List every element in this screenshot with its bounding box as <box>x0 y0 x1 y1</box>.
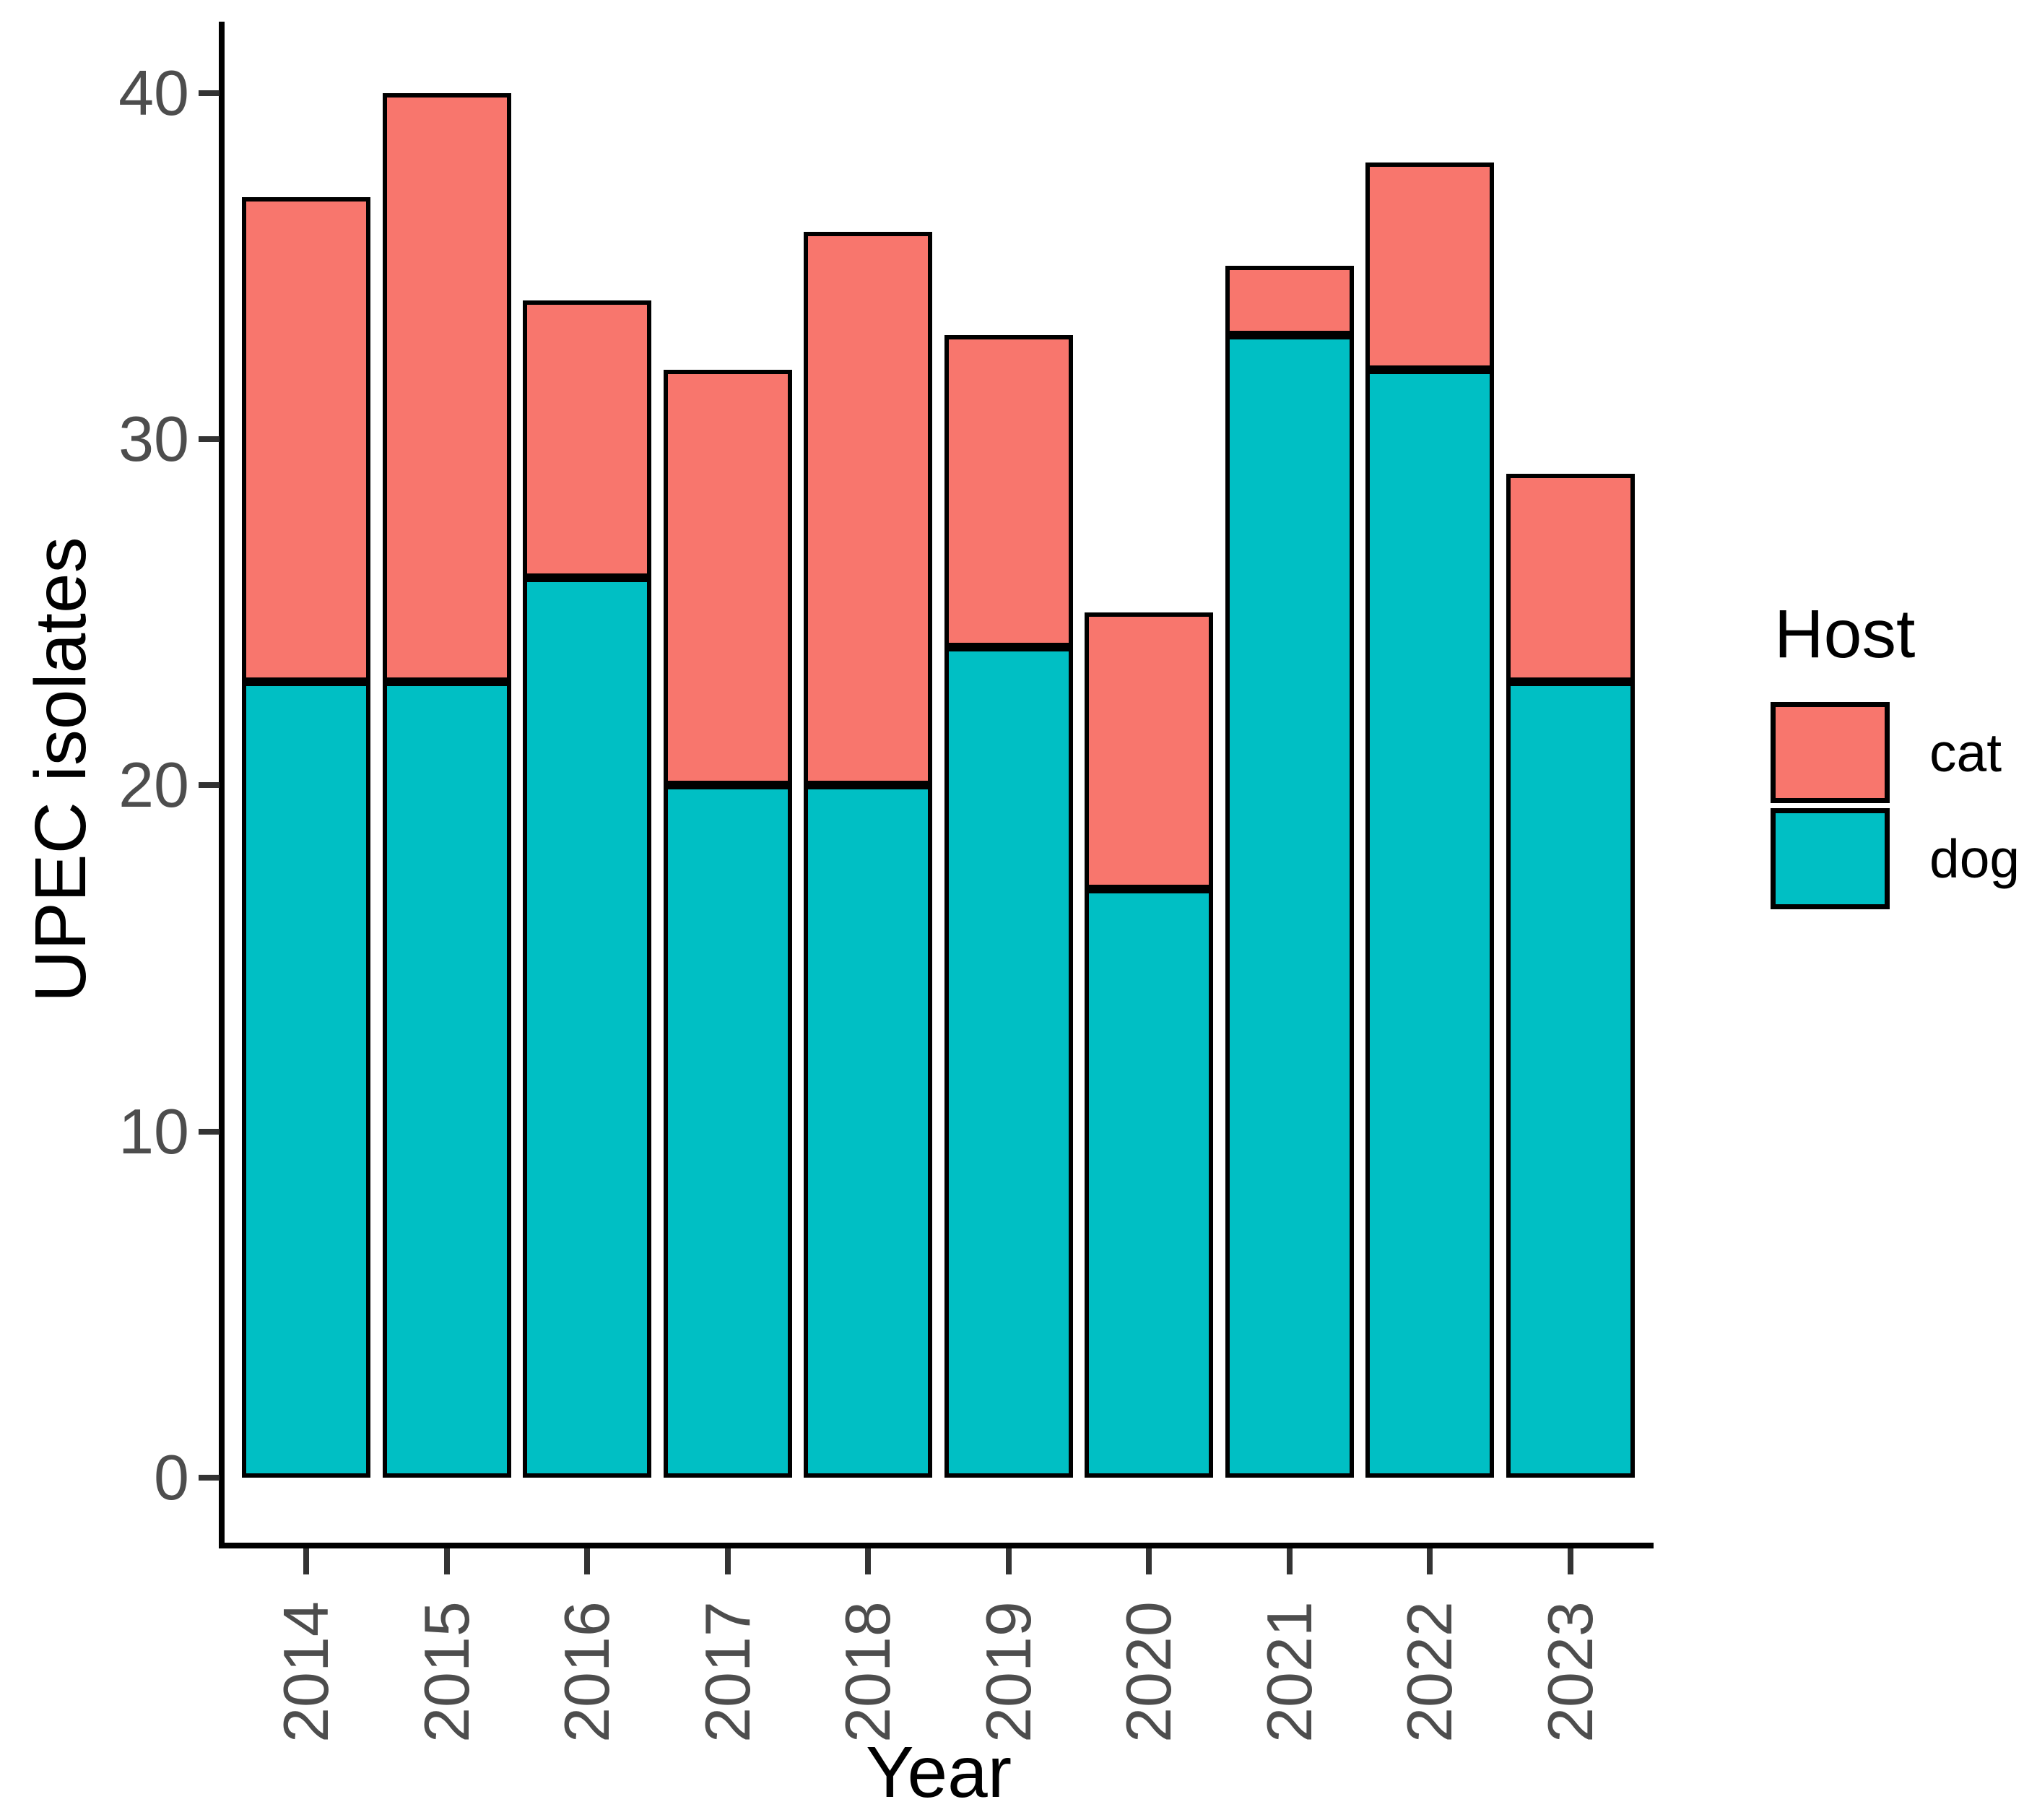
y-tick-label: 10 <box>118 1095 189 1167</box>
legend-key-dog-swatch <box>1771 808 1890 909</box>
bar-segment-dog-2014 <box>242 681 370 1478</box>
bar-segment-dog-2022 <box>1365 370 1495 1478</box>
bar-segment-dog-2015 <box>382 681 511 1478</box>
bar-segment-cat-2018 <box>804 231 933 786</box>
bar-segment-cat-2021 <box>1225 266 1354 336</box>
x-tick-mark <box>865 1548 872 1574</box>
x-axis-line <box>219 1543 1654 1548</box>
x-tick-mark <box>724 1548 731 1574</box>
legend-title: Host <box>1774 596 1916 672</box>
bar-segment-cat-2016 <box>523 300 652 578</box>
legend-key-cat-swatch <box>1771 702 1890 803</box>
x-tick-mark <box>1005 1548 1012 1574</box>
x-tick-label: 2017 <box>691 1601 763 1743</box>
x-tick-label: 2023 <box>1534 1601 1607 1743</box>
y-tick-mark <box>199 90 220 96</box>
y-tick-mark <box>199 782 220 789</box>
bar-segment-dog-2018 <box>804 785 933 1478</box>
bar-segment-dog-2016 <box>523 577 652 1478</box>
x-tick-label: 2020 <box>1113 1601 1185 1743</box>
x-tick-label: 2021 <box>1253 1601 1325 1743</box>
x-tick-mark <box>443 1548 450 1574</box>
y-tick-mark <box>199 1128 220 1135</box>
x-axis-title: Year <box>865 1732 1012 1813</box>
x-tick-label: 2022 <box>1394 1601 1466 1743</box>
bar-segment-cat-2023 <box>1506 474 1636 682</box>
bar-segment-dog-2021 <box>1225 335 1354 1478</box>
y-tick-label: 0 <box>154 1442 189 1513</box>
y-tick-label: 20 <box>118 749 189 821</box>
bar-segment-dog-2017 <box>663 785 792 1478</box>
bar-segment-cat-2017 <box>663 370 792 786</box>
x-tick-mark <box>584 1548 591 1574</box>
x-tick-label: 2014 <box>270 1601 342 1743</box>
x-tick-label: 2019 <box>972 1601 1044 1743</box>
bar-segment-cat-2019 <box>944 335 1073 647</box>
y-tick-mark <box>199 1475 220 1481</box>
legend-entry-cat: cat <box>1771 702 2002 803</box>
x-tick-label: 2016 <box>551 1601 623 1743</box>
bar-segment-dog-2023 <box>1506 681 1636 1478</box>
bar-segment-cat-2015 <box>382 92 511 682</box>
y-tick-label: 40 <box>118 56 189 129</box>
legend-label-dog: dog <box>1929 828 2020 889</box>
x-tick-mark <box>303 1548 309 1574</box>
x-tick-mark <box>1427 1548 1433 1574</box>
x-tick-mark <box>1146 1548 1152 1574</box>
bar-segment-dog-2020 <box>1085 889 1214 1478</box>
y-tick-label: 30 <box>118 403 189 475</box>
y-axis-line <box>219 22 225 1548</box>
legend-label-cat: cat <box>1929 722 2002 783</box>
x-tick-mark <box>1568 1548 1574 1574</box>
y-tick-mark <box>199 436 220 443</box>
x-tick-label: 2015 <box>410 1601 482 1743</box>
bar-segment-cat-2022 <box>1365 162 1495 370</box>
bar-segment-dog-2019 <box>944 646 1073 1478</box>
x-tick-label: 2018 <box>832 1601 904 1743</box>
bar-segment-cat-2014 <box>242 196 370 682</box>
x-tick-mark <box>1286 1548 1293 1574</box>
legend-entry-dog: dog <box>1771 808 2020 909</box>
bar-segment-cat-2020 <box>1085 612 1214 890</box>
